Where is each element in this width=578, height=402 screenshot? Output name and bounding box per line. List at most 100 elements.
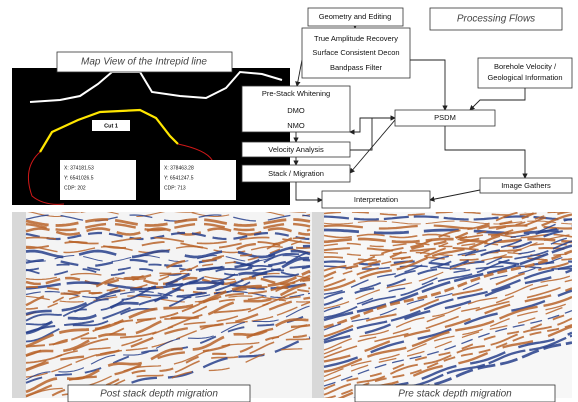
cut-label: Cut 1 — [104, 123, 118, 129]
seismic-reflector — [25, 279, 311, 357]
coord-cdp: CDP: 713 — [164, 185, 186, 191]
step-box — [477, 57, 573, 89]
step-label: True Amplitude Recovery — [314, 34, 398, 43]
seismic-reflector — [323, 274, 572, 351]
seismic-reflector — [25, 274, 311, 348]
seismic-reflector — [323, 228, 572, 306]
coord-x: X: 374181.53 — [64, 165, 94, 171]
seismic-reflector — [323, 309, 572, 387]
seismic-reflector — [25, 218, 311, 227]
seismic-reflector — [25, 296, 311, 372]
seismic-reflector — [323, 268, 572, 344]
seismic-reflector — [323, 237, 572, 244]
seismic-reflector — [323, 287, 572, 363]
seismic-reflector — [25, 227, 310, 236]
seismic-reflector — [87, 347, 311, 398]
panel-label: Post stack depth migration — [100, 389, 218, 400]
step-label: Borehole Velocity / — [494, 62, 557, 71]
seismic-reflector — [323, 317, 572, 396]
seismic-reflector — [25, 264, 311, 334]
step-label: PSDM — [434, 113, 456, 122]
page-title: Processing Flows — [457, 14, 535, 25]
step-label: DMO — [287, 106, 305, 115]
seismic-reflector — [323, 260, 572, 266]
step-label: Stack / Migration — [268, 169, 324, 178]
seismic-reflector — [25, 228, 311, 307]
step-label: Geometry and Editing — [319, 12, 392, 21]
step-box — [307, 7, 404, 27]
coord-cdp: CDP: 202 — [64, 185, 86, 191]
seismic-reflector — [323, 213, 572, 292]
seismic-reflector — [25, 244, 311, 316]
seismic-reflector — [25, 231, 311, 241]
seismic-reflector — [323, 218, 572, 295]
seismic-reflector — [25, 295, 311, 370]
seismic-reflector — [323, 289, 572, 368]
step-label: Bandpass Filter — [330, 63, 383, 72]
seismic-reflector — [323, 249, 572, 329]
seismic-reflector — [323, 295, 572, 373]
seismic-reflector — [25, 222, 311, 232]
seismic-reflector — [323, 251, 572, 257]
seismic-reflector — [25, 254, 311, 263]
title-box — [429, 7, 563, 31]
seismic-reflector — [25, 258, 311, 268]
seismic-reflector — [324, 228, 572, 235]
step-label: Pre-Stack Whitening — [262, 89, 330, 98]
step-label: NMO — [287, 121, 305, 130]
seismic-reflector — [323, 215, 572, 221]
seismic-reflector — [323, 282, 572, 359]
seismic-reflector — [368, 334, 572, 398]
seismic-reflector — [323, 236, 572, 313]
map-title: Map View of the Intrepid line — [81, 57, 207, 68]
seismic-reflector — [323, 225, 572, 300]
seismic-reflector — [323, 244, 572, 322]
seismic-reflector — [323, 324, 572, 398]
seismic-reflector — [25, 214, 311, 222]
seismic-reflector — [323, 301, 572, 378]
seismic-reflector — [337, 325, 572, 398]
step-box — [479, 177, 573, 194]
seismic-reflector — [25, 305, 311, 381]
seismic-reflector — [25, 251, 311, 326]
coord-y: Y: 6541247.5 — [164, 175, 194, 181]
seismic-reflector — [26, 236, 310, 310]
step-label: Velocity Analysis — [268, 145, 324, 154]
seismic-reflector — [25, 269, 311, 348]
seismic-reflector — [25, 267, 311, 343]
seismic-reflector — [323, 254, 572, 331]
seismic-reflector — [323, 212, 540, 278]
seismic-reflector — [25, 312, 311, 384]
map-title-box — [56, 51, 233, 73]
seismic-reflector — [58, 212, 311, 213]
seismic-reflector — [25, 249, 311, 259]
seismic-reflector — [323, 303, 572, 382]
seismic-reflector — [323, 265, 572, 342]
coord-x: X: 378463.28 — [164, 165, 194, 171]
step-box — [241, 164, 351, 183]
seismic-reflector — [25, 237, 311, 317]
seismic-panel-post — [12, 212, 312, 398]
step-label: Geological Information — [487, 73, 562, 82]
seismic-reflector — [25, 241, 311, 249]
step-box — [394, 109, 496, 127]
step-box — [241, 85, 351, 133]
seismic-reflector — [25, 323, 311, 398]
step-box — [301, 27, 411, 79]
seismic-reflector — [25, 281, 311, 290]
panel-label: Pre stack depth migration — [398, 389, 512, 400]
step-box — [241, 141, 351, 158]
coord-y: Y: 6541026.5 — [64, 175, 94, 181]
seismic-reflector — [25, 283, 311, 357]
step-box — [321, 190, 431, 209]
flow-arrows — [293, 23, 528, 203]
seismic-reflector — [323, 265, 572, 270]
panel-label-box — [354, 384, 556, 402]
seismic-reflector — [323, 224, 572, 230]
seismic-reflector — [323, 312, 572, 390]
step-label: Interpretation — [354, 195, 398, 204]
seismic-reflector — [353, 331, 572, 398]
seismic-reflector — [323, 212, 557, 282]
seismic-reflector — [323, 220, 572, 225]
